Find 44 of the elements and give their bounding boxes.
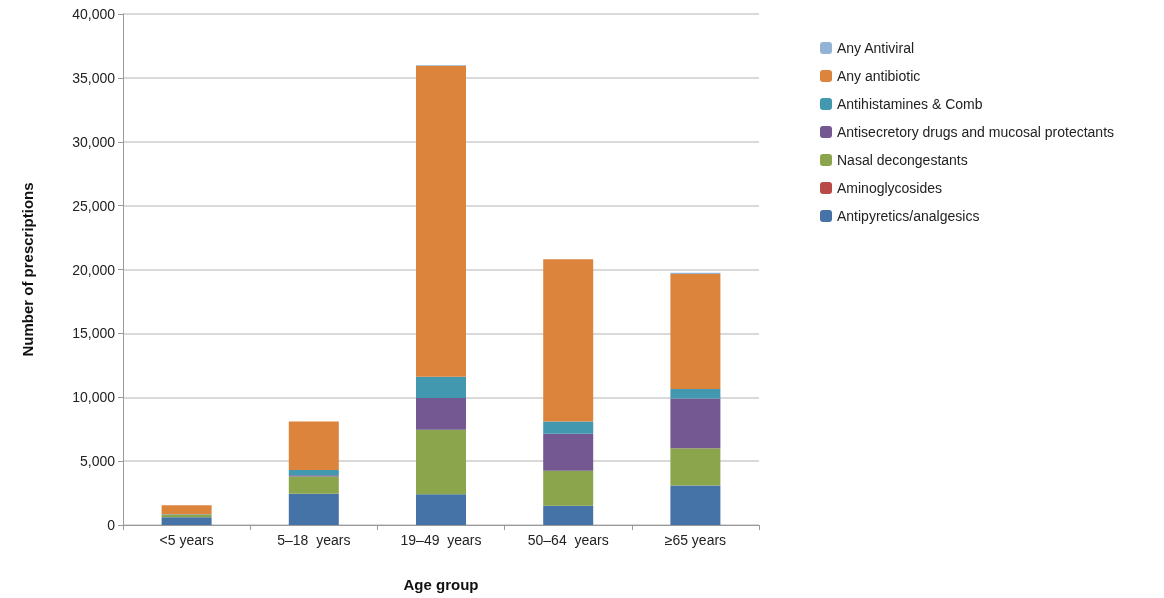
bar [543, 421, 594, 434]
bar [288, 421, 339, 471]
bar [670, 273, 721, 389]
bar [416, 397, 466, 430]
y-tick-label: 20,000 [72, 261, 116, 278]
bar [543, 470, 594, 506]
y-tick-label: 5,000 [79, 453, 116, 470]
bar [161, 517, 212, 525]
legend-label: Aminoglycosides [837, 180, 943, 196]
y-tick-label: 15,000 [72, 325, 116, 342]
bar [670, 388, 721, 399]
y-tick-label: 10,000 [72, 389, 116, 406]
y-tick-label: 30,000 [72, 133, 116, 150]
bar [670, 448, 721, 486]
bar [543, 433, 594, 471]
y-axis-title: Number of prescriptions [19, 182, 36, 357]
y-tick-label: 40,000 [72, 6, 116, 22]
bar [543, 505, 594, 525]
bar [416, 376, 466, 398]
bar [288, 476, 339, 494]
bar [161, 505, 212, 515]
bar [416, 494, 466, 525]
bar [416, 429, 466, 495]
legend-label: Any Antiviral [837, 40, 915, 56]
legend-label: Any antibiotic [837, 68, 921, 84]
x-tick-label: 5–18 years [277, 532, 351, 548]
x-axis-title: Age group [403, 576, 479, 593]
bar [288, 493, 339, 525]
bar [288, 470, 339, 476]
y-tick-label: 35,000 [72, 69, 116, 86]
y-tick-label: 25,000 [72, 197, 116, 214]
legend-label: Antihistamines & Comb [837, 96, 983, 112]
x-tick-label: ≥65 years [664, 532, 727, 548]
bar [670, 398, 721, 449]
bar [670, 485, 721, 525]
y-tick-label: 0 [107, 517, 116, 533]
x-tick-label: 50–64 years [527, 532, 609, 548]
x-tick-label: <5 years [159, 532, 214, 548]
legend-label: Nasal decongestants [837, 152, 968, 168]
bar [543, 259, 594, 422]
bar [416, 65, 466, 377]
x-tick-label: 19–49 years [400, 532, 482, 548]
legend-label: Antisecretory drugs and mucosal protectants [837, 124, 1115, 140]
legend-label: Antipyretics/analgesics [837, 208, 980, 224]
